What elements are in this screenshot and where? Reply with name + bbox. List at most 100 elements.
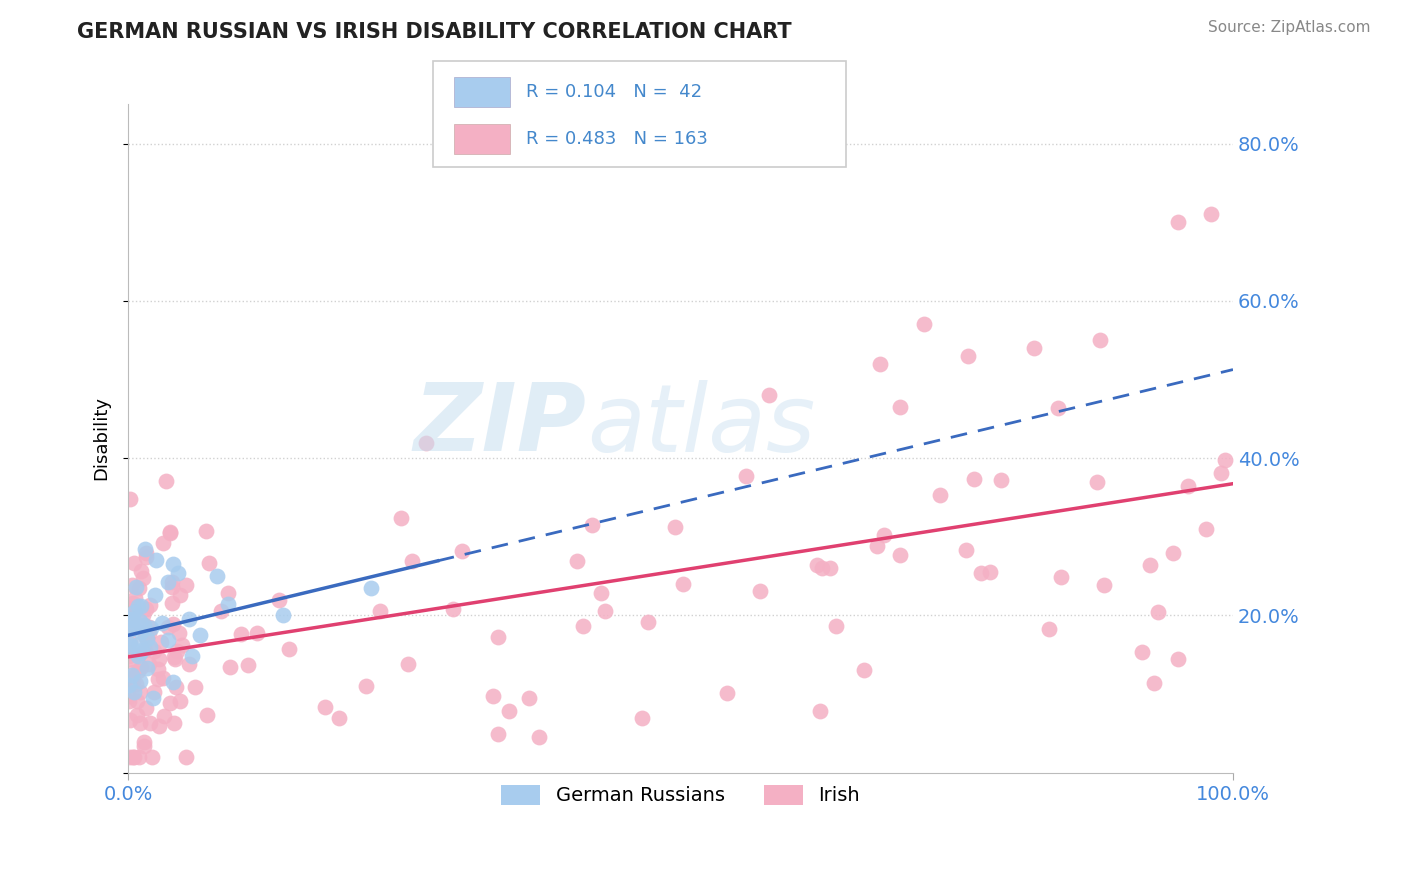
Point [146,662,169,676]
Y-axis label: Disability: Disability [93,396,110,481]
Point [157,633,180,648]
Point [956,349,979,363]
Point [1038,622,1060,636]
Point [118,635,141,649]
Point [1130,645,1153,659]
Point [121,671,143,685]
Point [153,709,176,723]
Point [134,735,156,749]
Point [179,612,201,626]
Point [990,474,1012,488]
Point [219,659,242,673]
Point [159,526,181,541]
Point [128,716,150,731]
Point [889,401,911,415]
Point [121,578,143,592]
Point [159,525,181,540]
Point [1211,466,1233,480]
Point [139,716,162,731]
Point [127,648,149,663]
Point [166,644,188,658]
Point [278,642,301,657]
Point [929,488,952,502]
Point [121,600,143,615]
Point [162,675,184,690]
Point [138,620,160,634]
Point [127,648,149,663]
Point [129,673,152,688]
Point [134,629,156,643]
Point [118,678,141,692]
Point [177,657,200,671]
Point [129,685,152,699]
Point [138,657,160,671]
Point [122,750,145,764]
Point [167,625,190,640]
Point [143,644,166,658]
Point [135,545,157,559]
Point [157,575,180,590]
Point [129,599,152,613]
Point [354,679,377,693]
Point [1047,401,1070,415]
Point [121,612,143,626]
Point [637,615,659,629]
Point [396,657,419,672]
Point [128,637,150,651]
Point [118,613,141,627]
Point [163,649,186,664]
Point [121,672,143,686]
Point [889,548,911,562]
Point [141,621,163,635]
Point [122,605,145,619]
Point [486,630,509,644]
Point [401,554,423,568]
Point [195,708,218,723]
Point [132,571,155,585]
Point [498,704,520,718]
Point [121,652,143,666]
Point [1090,333,1112,347]
Point [194,524,217,538]
Point [118,615,141,629]
Point [205,569,228,583]
Point [1195,522,1218,536]
Point [139,598,162,612]
Legend: German Russians, Irish: German Russians, Irish [494,777,868,814]
Point [1147,606,1170,620]
Point [481,690,503,704]
Point [128,615,150,629]
Point [132,739,155,753]
Point [328,711,350,725]
Point [565,554,588,568]
Point [131,642,153,657]
Point [1050,570,1073,584]
Point [163,716,186,731]
Point [172,638,194,652]
Point [128,581,150,595]
Point [129,660,152,674]
Text: Source: ZipAtlas.com: Source: ZipAtlas.com [1208,20,1371,35]
Point [970,566,993,580]
Point [162,574,184,589]
Point [519,691,541,706]
Point [664,519,686,533]
Point [148,652,170,666]
Point [1139,558,1161,572]
Point [134,541,156,556]
Point [150,635,173,649]
Point [169,588,191,602]
Point [138,640,160,654]
Point [152,671,174,685]
Point [155,474,177,488]
Point [156,620,179,634]
Text: atlas: atlas [586,380,815,471]
Point [135,700,157,714]
Point [118,689,141,703]
Point [912,318,935,332]
Point [132,617,155,632]
Point [135,549,157,564]
Point [129,564,152,578]
Point [142,685,165,699]
Point [134,643,156,657]
